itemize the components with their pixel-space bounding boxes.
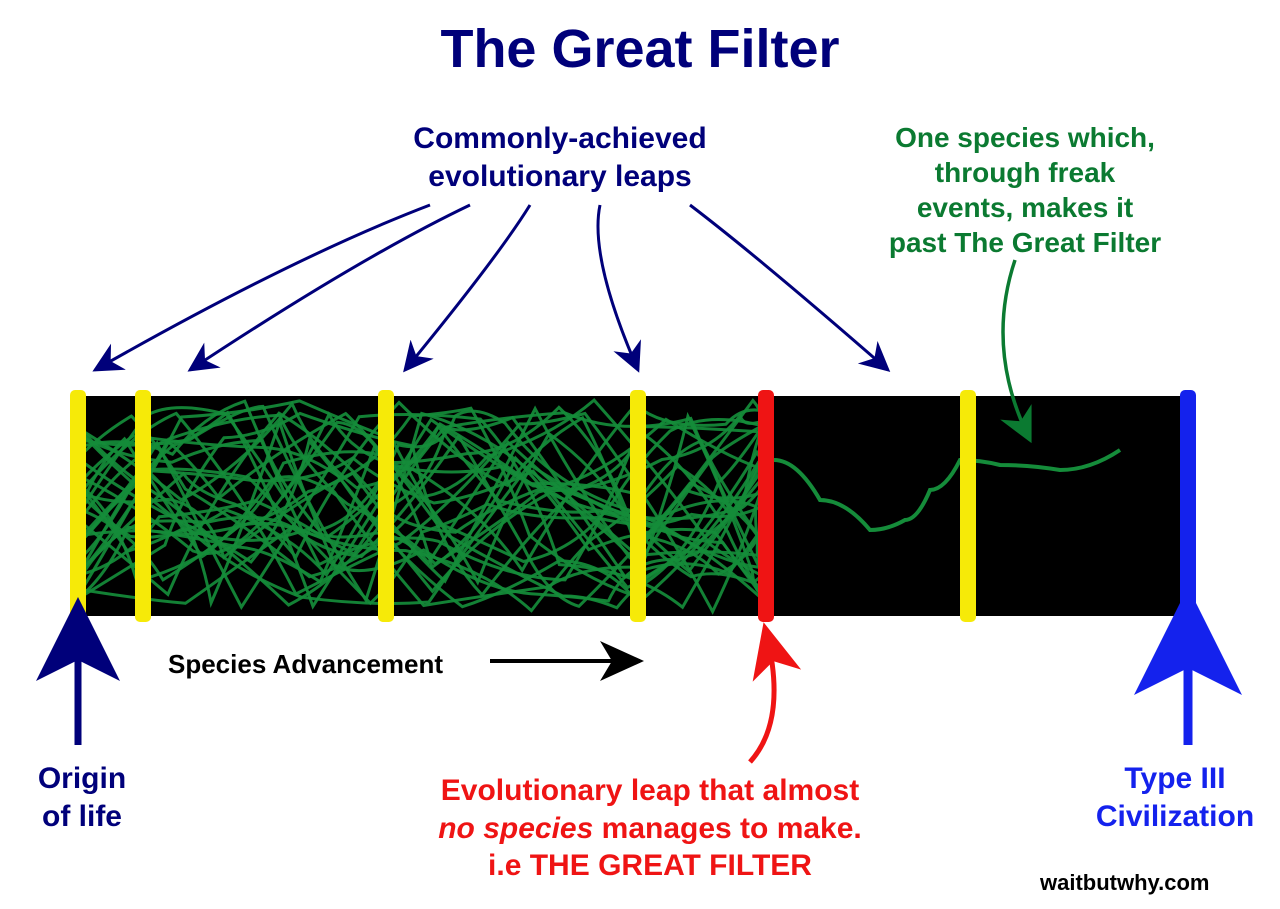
- label-one-species-l1: One species which,: [895, 122, 1155, 153]
- label-origin: Origin of life: [12, 760, 152, 835]
- label-one-species-l4: past The Great Filter: [889, 227, 1161, 258]
- label-filter-l2a: no species: [438, 812, 593, 845]
- arrow-filter-up: [750, 632, 774, 762]
- label-commonly-line2: evolutionary leaps: [428, 160, 691, 193]
- label-filter-l2b: manages to make.: [593, 812, 861, 845]
- label-filter-l3: i.e THE GREAT FILTER: [488, 849, 812, 882]
- label-commonly-line1: Commonly-achieved: [413, 122, 706, 155]
- label-commonly: Commonly-achieved evolutionary leaps: [380, 120, 740, 195]
- black-band: [70, 396, 1196, 616]
- arrows-commonly: [95, 205, 888, 370]
- label-one-species-l2: through freak: [935, 157, 1115, 188]
- label-type3: Type III Civilization: [1070, 760, 1280, 835]
- label-type3-l2: Civilization: [1096, 800, 1254, 833]
- label-origin-l1: Origin: [38, 762, 126, 795]
- label-filter-l1: Evolutionary leap that almost: [441, 774, 859, 807]
- label-filter: Evolutionary leap that almost no species…: [340, 772, 960, 885]
- label-one-species: One species which, through freak events,…: [840, 120, 1210, 260]
- label-species-advancement: Species Advancement: [168, 648, 488, 681]
- diagram-canvas: The Great Filter Commonly-achieved evolu…: [0, 0, 1280, 909]
- label-type3-l1: Type III: [1124, 762, 1225, 795]
- label-one-species-l3: events, makes it: [917, 192, 1133, 223]
- page-title: The Great Filter: [0, 18, 1280, 80]
- label-origin-l2: of life: [42, 800, 122, 833]
- credit: waitbutwhy.com: [1040, 870, 1210, 896]
